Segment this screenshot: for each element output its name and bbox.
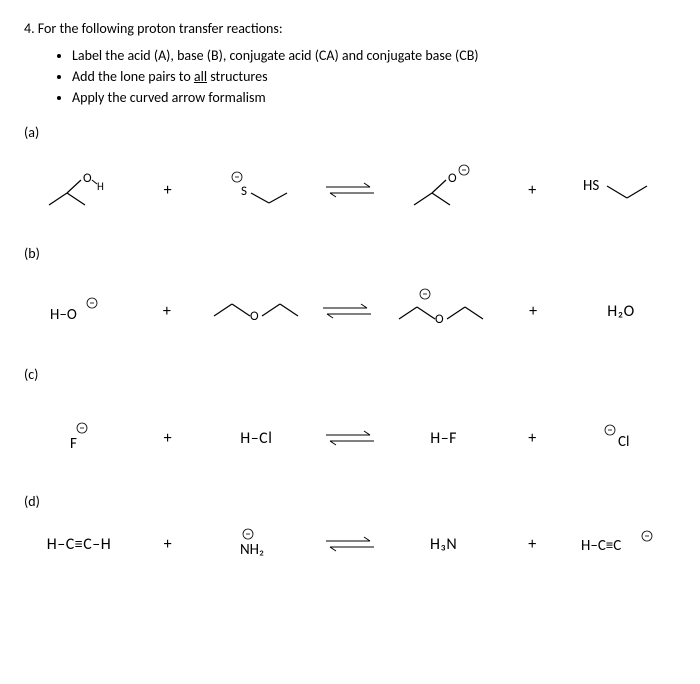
product-b2: H₂O [576,302,666,321]
svg-text:Cl: Cl [618,433,629,451]
reactant-c2: H–Cl [211,429,301,448]
equilibrium-arrow-icon [320,426,380,450]
chem-formula: H₂O [607,302,634,321]
instruction-list: Label the acid (A), base (B), conjugate … [24,47,676,106]
bullet-text: Apply the curved arrow formalism [72,89,266,106]
equilibrium-arrow-icon [320,178,380,202]
mol-ether-icon: O [210,286,300,336]
product-c2: Cl [576,418,666,458]
product-a2: HS [576,170,666,210]
svg-text:O: O [435,312,444,327]
mol-thiol-icon: HS [581,170,661,210]
svg-text:H: H [97,180,104,193]
svg-text:H–C≡C: H–C≡C [581,537,621,555]
plus-sign: + [507,181,557,200]
svg-text:S: S [241,184,247,199]
plus-sign: + [508,302,558,321]
mol-amide-icon: NH₂ [226,524,286,564]
reactant-a1: O H [34,160,124,220]
mol-alkoxide-icon: O [404,160,484,220]
product-d1: H₃N [399,535,489,554]
mol-chloride-icon: Cl [596,418,646,458]
list-item: Label the acid (A), base (B), conjugate … [72,47,676,64]
mol-acetylide-icon: H–C≡C [581,524,661,564]
part-label-d: (d) [24,493,676,510]
reactant-d2: NH₂ [211,524,301,564]
svg-text:F: F [70,435,77,453]
chem-formula: H–C≡C–H [47,535,111,554]
plus-sign: + [143,181,193,200]
reaction-b: H–O + O [24,266,676,356]
equilibrium-arrow-icon [320,532,380,556]
reaction-a: O H + S [24,145,676,235]
mol-fluoride-icon: F [54,418,104,458]
part-label-a: (a) [24,124,676,141]
part-label-c: (c) [24,366,676,383]
chem-formula: H₃N [430,535,457,554]
reactant-b2: O [210,286,300,336]
question-stem: 4. For the following proton transfer rea… [24,20,676,37]
product-b1: O [395,284,490,339]
reaction-d: H–C≡C–H + NH₂ H₃N + H–C≡C [24,514,676,574]
reactant-b1: H–O [34,291,124,331]
product-c1: H–F [399,429,489,448]
reaction-c: F + H–Cl H–F + Cl [24,393,676,483]
reactant-c1: F [34,418,124,458]
svg-text:HS: HS [583,177,599,195]
svg-text:O: O [250,309,259,324]
part-label-b: (b) [24,245,676,262]
bullet-text: Add the lone pairs to all structures [72,68,268,85]
mol-thiolate-icon: S [221,165,291,215]
plus-sign: + [507,429,557,448]
plus-sign: + [507,535,557,554]
svg-text:O: O [83,171,92,186]
reactant-a2: S [211,165,301,215]
mol-isopropyl-oh-icon: O H [39,160,119,220]
svg-text:NH₂: NH₂ [240,541,264,559]
product-d2: H–C≡C [576,524,666,564]
equilibrium-arrow-icon [317,299,377,323]
chem-formula: H–F [430,429,457,448]
mol-hydroxide-icon: H–O [44,291,114,331]
list-item: Apply the curved arrow formalism [72,89,676,106]
product-a1: O [399,160,489,220]
list-item: Add the lone pairs to all structures [72,68,676,85]
plus-sign: + [143,535,193,554]
mol-ether-anion-icon: O [395,284,490,339]
reactant-d1: H–C≡C–H [34,535,124,554]
svg-text:O: O [448,171,457,186]
svg-text:H–O: H–O [50,306,77,324]
plus-sign: + [143,429,193,448]
plus-sign: + [142,302,192,321]
bullet-text: Label the acid (A), base (B), conjugate … [72,47,479,64]
chem-formula: H–Cl [240,429,272,448]
